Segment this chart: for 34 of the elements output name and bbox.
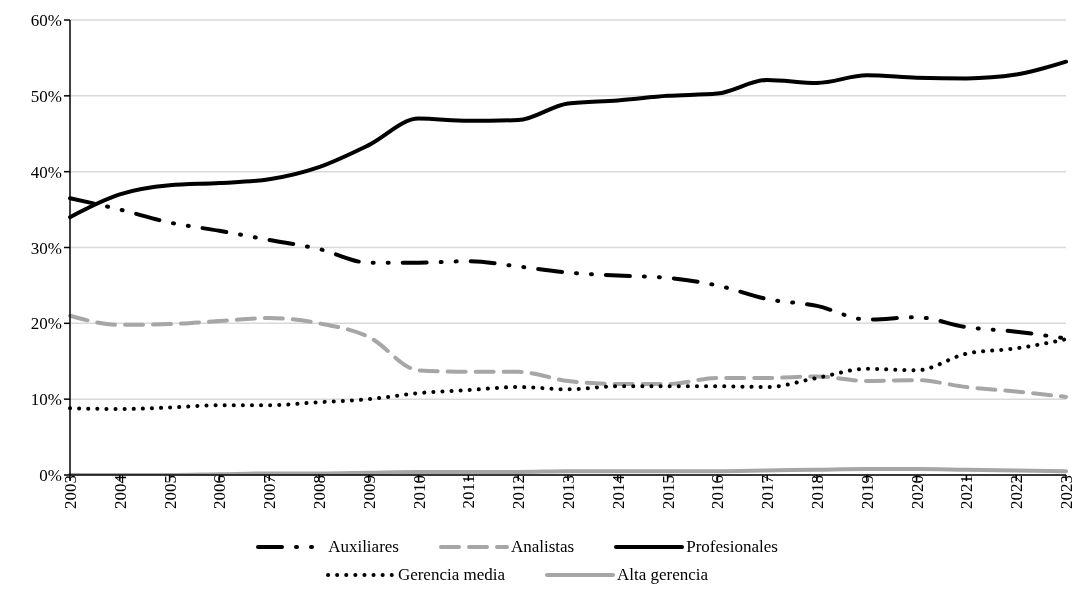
x-tick-label: 2017: [758, 474, 778, 509]
x-tick-label: 2022: [1007, 475, 1027, 509]
x-tick-label: 2004: [110, 474, 130, 509]
x-tick-label: 2021: [957, 475, 977, 509]
x-tick-label: 2014: [608, 474, 628, 509]
y-tick-label: 50%: [30, 86, 62, 106]
y-tick-label: 0%: [39, 466, 62, 486]
x-tick-label: 2005: [160, 475, 180, 509]
x-tick-label: 2019: [857, 475, 877, 509]
legend-label: Alta gerencia: [617, 565, 709, 585]
y-tick-label: 40%: [30, 162, 62, 182]
x-tick-label: 2008: [310, 475, 330, 509]
y-tick-label: 60%: [30, 11, 62, 31]
x-tick-label: 2009: [359, 475, 379, 509]
line-series: [68, 313, 1068, 399]
x-tick-label: 2007: [260, 474, 280, 509]
legend-label: Auxiliares: [328, 537, 399, 557]
x-tick-label: 2023: [1057, 475, 1077, 509]
x-tick-label: 2013: [559, 475, 579, 509]
legend-label: Profesionales: [686, 537, 778, 557]
y-tick-label: 20%: [30, 314, 62, 334]
y-tick-label: 30%: [30, 238, 62, 258]
x-tick-label: 2015: [658, 475, 678, 509]
x-tick-label: 2016: [708, 475, 728, 509]
x-tick-label: 2011: [459, 475, 479, 509]
x-tick-label: 2010: [409, 475, 429, 509]
x-tick-label: 2012: [509, 475, 529, 509]
legend-label: Analistas: [510, 537, 575, 557]
x-tick-label: 2020: [907, 475, 927, 509]
x-tick-label: 2006: [210, 475, 230, 509]
y-tick-label: 10%: [30, 390, 62, 410]
x-tick-label: 2003: [61, 475, 81, 509]
legend-label: Gerencia media: [397, 565, 506, 585]
x-tick-label: 2018: [808, 475, 828, 509]
